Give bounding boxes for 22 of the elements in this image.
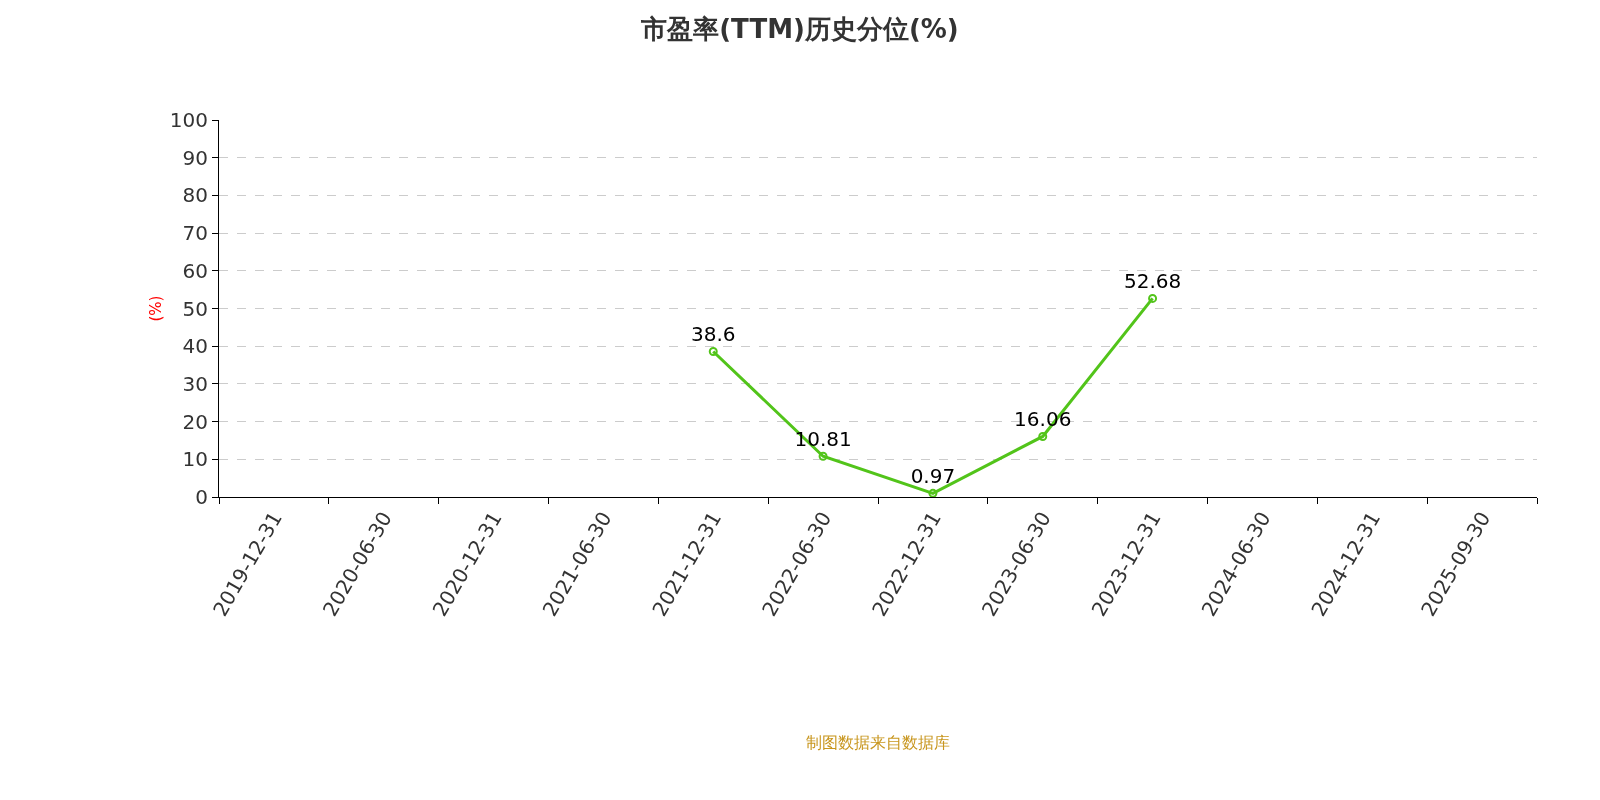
point [708,346,718,356]
y-tick-label: 0 [195,485,208,509]
point [1038,431,1048,441]
y-tick-label: 80 [182,183,208,208]
data-label: 52.68 [1123,269,1182,294]
y-tick-label: 70 [182,221,208,246]
y-tick-label: 30 [182,371,208,396]
y-tick-label: 40 [182,334,208,359]
y-tick-label: 10 [182,447,208,472]
chart-title: 市盈率(TTM)历史分位(%) [640,14,959,45]
point [818,451,828,461]
data-label: 38.6 [690,322,736,347]
y-tick-label: 90 [182,145,208,170]
y-tick-label: 50 [182,296,208,321]
text: 制图数据来自数据库 [806,733,950,752]
point [928,488,938,498]
y-tick-label: 60 [182,258,208,283]
y-tick-label: 20 [182,409,208,434]
point [1148,293,1158,303]
y-axis-title: (%) [147,295,166,322]
y-tick-label: 100 [169,108,208,132]
data-label: 0.97 [910,463,956,488]
